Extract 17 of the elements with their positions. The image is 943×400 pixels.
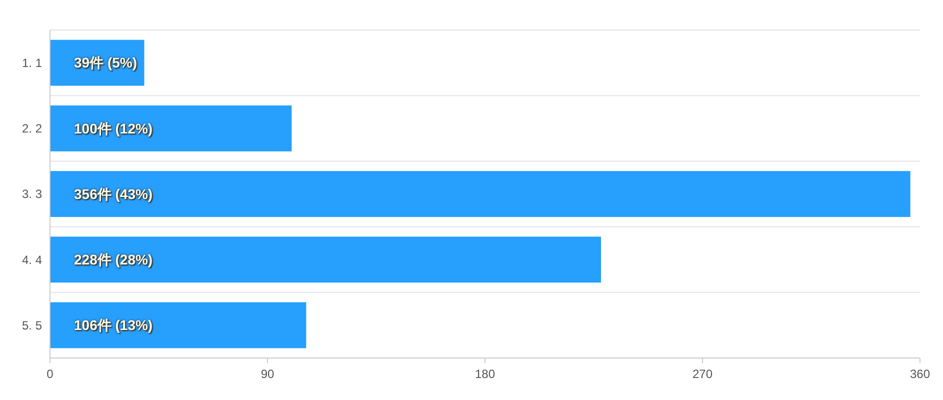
y-tick-label: 4. 4 bbox=[22, 252, 42, 267]
y-tick-label: 3. 3 bbox=[22, 187, 42, 202]
x-tick-label: 270 bbox=[692, 367, 713, 381]
x-tick-label: 0 bbox=[46, 367, 54, 381]
data-label: 356件 (43%) bbox=[74, 186, 153, 202]
y-tick-label: 2. 2 bbox=[22, 122, 42, 136]
data-label: 100件 (12%) bbox=[74, 120, 153, 136]
y-tick-label: 5. 5 bbox=[22, 318, 42, 332]
x-tick-label: 90 bbox=[260, 367, 274, 381]
data-label: 106件 (13%) bbox=[74, 317, 153, 334]
data-label: 39件 (5%) bbox=[74, 54, 138, 71]
x-tick-label: 360 bbox=[910, 367, 930, 381]
y-tick-label: 1. 1 bbox=[22, 56, 42, 70]
x-tick-label: 180 bbox=[474, 367, 496, 381]
bar bbox=[50, 236, 601, 283]
bar bbox=[50, 171, 910, 217]
data-label: 228件 (28%) bbox=[74, 252, 153, 268]
